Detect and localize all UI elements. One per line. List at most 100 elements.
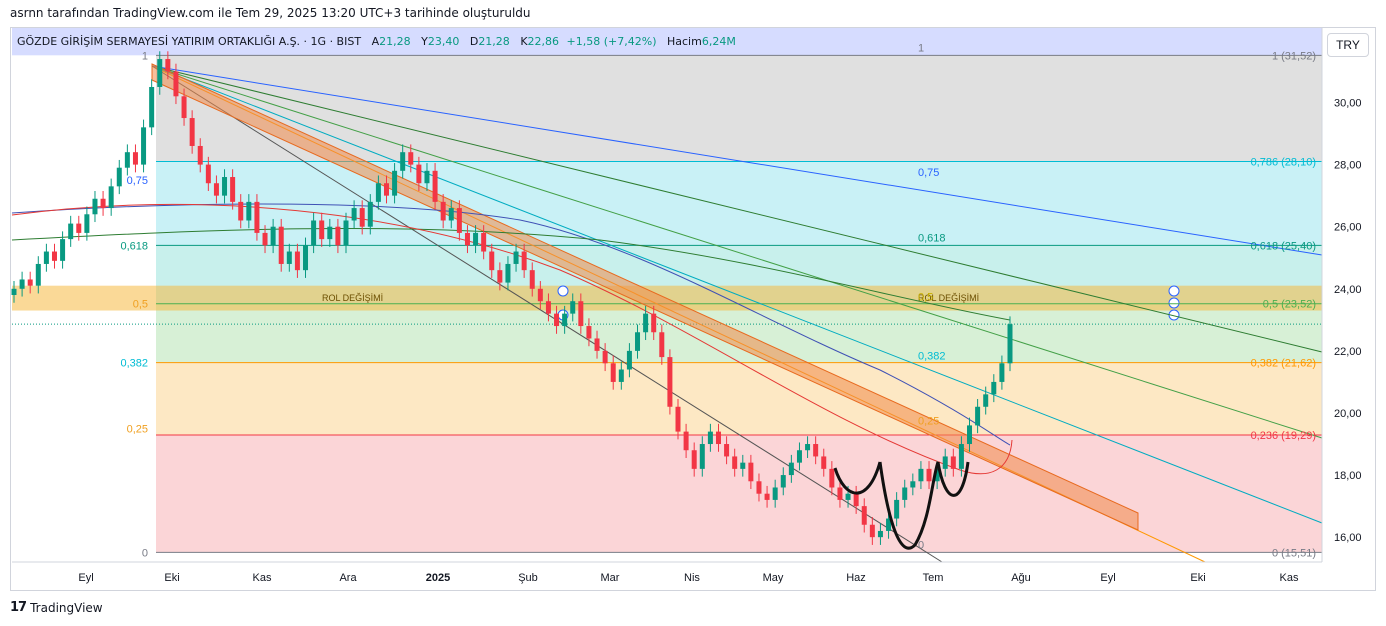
fib-band-1 [156,161,1322,246]
candle-body-57 [473,232,479,246]
candle-body-24 [205,164,211,184]
x-tick-6: Mar [601,572,620,584]
candle-body-26 [222,177,228,196]
handle-0 [557,285,569,297]
candle-body-109 [894,499,900,519]
fan-label-2: 0,618 [918,232,946,244]
fib-lines [12,54,1322,553]
fan-label-6: 0 [918,539,924,551]
candle-body-87 [715,431,721,445]
currency-button[interactable]: TRY [1327,33,1369,57]
candle-body-19 [165,59,171,72]
candle-body-106 [869,524,875,538]
candle-body-7 [68,223,74,240]
fib-right-label-6: 0 (15,51) [1272,547,1316,559]
candle-body-92 [756,481,762,494]
fan-line-3 [151,65,1323,256]
chart-caption: asrnn tarafından TradingView.com ile Tem… [10,6,531,20]
candle-body-112 [918,468,924,482]
candle-body-34 [286,251,292,264]
candle-body-2 [27,279,33,286]
fib-left-label-3: 0,5 [133,299,148,311]
candle-body-73 [602,350,608,364]
candle-body-95 [780,475,786,488]
candle-body-58 [481,232,487,252]
candle-body-9 [84,214,90,233]
chart-frame [10,27,1376,591]
x-tick-5: Şub [518,572,538,584]
candle-body-105 [861,506,867,525]
handle-3 [1168,297,1180,309]
candle-body-56 [464,232,470,246]
candle-body-11 [100,198,106,209]
candle-body-23 [197,145,203,165]
candle-body-17 [149,86,155,128]
tradingview-logo-icon: 17 [10,600,27,615]
fan-label-0: 1 [918,42,924,54]
candle-body-75 [618,369,624,382]
candle-body-51 [424,170,430,184]
fib-right-label-5: 0,236 (19,29) [1251,430,1316,442]
candle-body-115 [942,456,948,469]
candle-body-43 [359,208,365,227]
x-tick-2: Kas [253,572,272,584]
candle-body-61 [505,263,511,283]
candle-body-88 [724,444,730,457]
high-value: 23,40 [427,35,460,48]
candle-body-55 [456,208,462,233]
open-value: 21,28 [379,35,411,48]
candle-body-6 [60,239,66,261]
candle-body-118 [967,425,973,445]
candle-body-15 [132,152,138,165]
candle-body-79 [651,313,657,333]
fan-line-0 [151,65,1323,353]
brand: 17 TradingView [10,600,103,615]
volume-value: 6,24M [701,35,736,48]
candle-body-120 [983,394,989,407]
candle-body-50 [416,164,422,184]
y-tick-3: 26,00 [1334,222,1362,234]
x-tick-9: Haz [846,572,866,584]
zone-label-right: ROL DEĞİŞİMİ [918,293,979,303]
high-label: Y [421,35,428,48]
candle-body-67 [554,313,560,327]
candle-body-41 [343,220,349,246]
candle-body-8 [76,223,82,233]
candle-body-99 [813,444,819,457]
fib-left-label-5: 0,25 [127,424,148,436]
candle-body-84 [691,450,697,469]
candle-body-20 [173,71,179,97]
candle-body-107 [877,530,883,538]
candle-body-45 [375,183,381,202]
candle-body-18 [157,59,163,87]
candle-body-65 [537,288,543,302]
candle-body-96 [788,462,794,476]
fib-right-label-0: 1 (31,52) [1272,50,1316,62]
candle-body-63 [521,251,527,271]
candle-body-13 [116,167,122,187]
candle-body-10 [92,198,98,215]
x-tick-14: Kas [1280,572,1299,584]
fib-left-label-0: 1 [142,50,148,62]
candle-body-70 [578,301,584,327]
zone-label-left: ROL DEĞİŞİMİ [322,293,383,303]
candle-body-110 [902,487,908,500]
head [878,461,940,550]
candle-body-74 [610,363,616,382]
fan-line-5 [151,65,943,563]
candle-body-4 [43,251,49,264]
fan-label-4: 0,382 [918,350,946,362]
candle-body-30 [254,201,260,233]
fib-band-5 [156,435,1322,553]
candle-body-111 [910,481,916,488]
candle-body-108 [886,518,892,531]
x-tick-4: 2025 [426,572,450,584]
x-tick-10: Tem [923,572,944,584]
candle-body-81 [667,357,673,407]
candle-body-37 [311,220,317,246]
candle-body-16 [141,127,147,165]
left-shoulder [833,461,882,495]
fib-left-label-2: 0,618 [120,240,148,252]
candle-body-28 [238,201,244,221]
